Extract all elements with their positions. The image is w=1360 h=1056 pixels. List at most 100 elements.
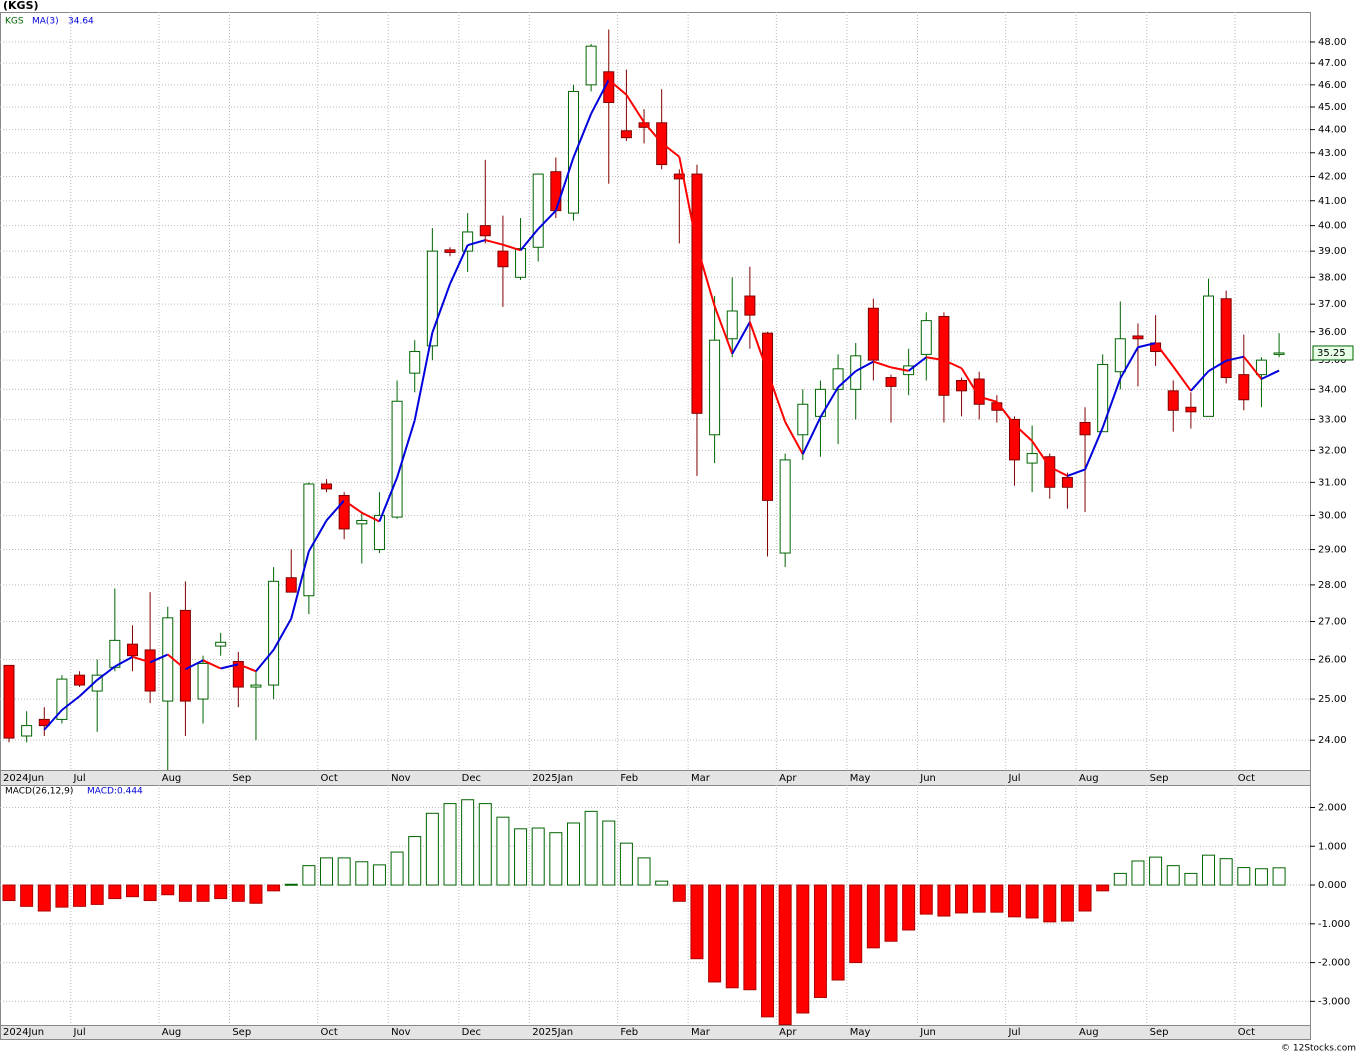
candle-body: [409, 351, 421, 374]
macd-bar: [1078, 884, 1092, 912]
x-tick-label: May: [850, 773, 871, 784]
macd-bar: [849, 884, 863, 964]
macd-bar: [514, 828, 528, 886]
y-tick-label: 0.000: [1318, 880, 1347, 891]
ma-segment: [837, 370, 857, 389]
candle-body: [867, 307, 879, 361]
candle-body: [56, 678, 68, 720]
candle-body: [3, 664, 15, 739]
macd-bar: [496, 816, 510, 886]
macd-bar: [619, 842, 633, 886]
ma-segment: [713, 305, 734, 355]
x-tick-label: Oct: [321, 773, 338, 784]
ma-segment: [255, 649, 275, 672]
macd-bar: [55, 884, 69, 908]
ma-segment: [926, 356, 945, 362]
ma-segment: [766, 371, 787, 423]
y-tick-label: 29.00: [1318, 545, 1347, 556]
candle-body: [550, 171, 562, 212]
macd-bar: [919, 884, 933, 915]
ma-segment: [819, 386, 839, 418]
candle-body: [109, 639, 121, 668]
legend-value: 34.64: [68, 17, 94, 27]
candle-body: [1061, 477, 1073, 488]
macd-bar: [125, 884, 139, 898]
x-tick-label: Sep: [1150, 773, 1169, 784]
candle-body: [74, 674, 86, 686]
x-tick-label: 2025Jan: [532, 1027, 573, 1038]
macd-bar: [531, 827, 545, 886]
y-tick-label: 25.00: [1318, 694, 1347, 705]
y-tick-label: 45.00: [1318, 102, 1347, 113]
ma-segment: [996, 401, 1016, 426]
candle-body: [620, 130, 632, 139]
x-tick-label: Aug: [162, 1027, 182, 1038]
candle-body: [426, 250, 438, 347]
y-tick-label: -2.000: [1318, 958, 1350, 969]
ma-segment: [272, 618, 293, 651]
candle-body: [126, 643, 138, 657]
macd-bar: [813, 884, 827, 998]
chart-title: (KGS): [3, 0, 39, 12]
candle-body: [1167, 390, 1179, 411]
candle-body: [920, 320, 932, 355]
macd-bar: [1025, 884, 1039, 919]
candle-body: [1273, 352, 1285, 355]
ma-segment: [731, 321, 751, 355]
macd-bar: [796, 884, 810, 1014]
ma-segment: [1013, 423, 1033, 442]
ma-segment: [678, 156, 698, 247]
candle-body: [250, 684, 262, 688]
candle-body: [162, 617, 174, 702]
date-strip: [0, 770, 1311, 786]
macd-bar: [566, 822, 580, 886]
x-tick-label: Aug: [1079, 1027, 1099, 1038]
candle-body: [373, 514, 385, 551]
x-tick-label: Jun: [919, 773, 936, 784]
source: © 12Stocks.com: [1281, 1044, 1356, 1054]
macd-bar: [390, 851, 404, 886]
macd-bar: [249, 884, 263, 904]
candle-body: [232, 660, 244, 688]
candle-body: [144, 649, 156, 692]
macd-bar: [1254, 868, 1268, 886]
macd-bar: [196, 884, 210, 902]
macd-bar: [20, 884, 34, 907]
ma-segment: [1084, 427, 1104, 470]
candle-body: [338, 494, 350, 530]
date-strip: [0, 1025, 1311, 1040]
candle-body: [585, 45, 597, 86]
ma-segment: [43, 709, 63, 731]
macd-bar: [884, 884, 898, 942]
candle-body: [1132, 335, 1144, 340]
candle-body: [21, 725, 33, 737]
macd-bar: [1096, 884, 1110, 892]
candle-body: [179, 609, 191, 702]
y-tick-label: 44.00: [1318, 125, 1347, 136]
legend-label: MACD(26,12,9): [5, 787, 73, 797]
ma-segment: [61, 695, 81, 711]
macd-bar: [1149, 856, 1163, 886]
candle-body: [197, 662, 209, 700]
x-tick-label: Aug: [1079, 773, 1099, 784]
candle-body: [391, 400, 403, 518]
ma-segment: [290, 551, 310, 619]
ma-segment: [114, 655, 133, 668]
y-tick-label: 36.00: [1318, 327, 1347, 338]
macd-bar: [2, 884, 16, 902]
x-tick-label: 2024Jun: [3, 773, 44, 784]
macd-bar: [108, 884, 122, 900]
macd-bar: [1237, 867, 1251, 886]
ma-segment: [908, 356, 927, 372]
macd-bar: [284, 883, 298, 886]
ma-segment: [502, 243, 521, 252]
macd-bar: [549, 832, 563, 886]
macd-bar: [831, 884, 845, 981]
x-tick-label: Aug: [162, 773, 182, 784]
ma-segment: [1172, 365, 1192, 392]
macd-bar: [90, 884, 104, 905]
x-tick-label: Jul: [1007, 773, 1020, 784]
y-tick-label: 46.00: [1318, 80, 1347, 91]
candle-body: [303, 483, 315, 597]
y-tick-label: 30.00: [1318, 510, 1347, 521]
